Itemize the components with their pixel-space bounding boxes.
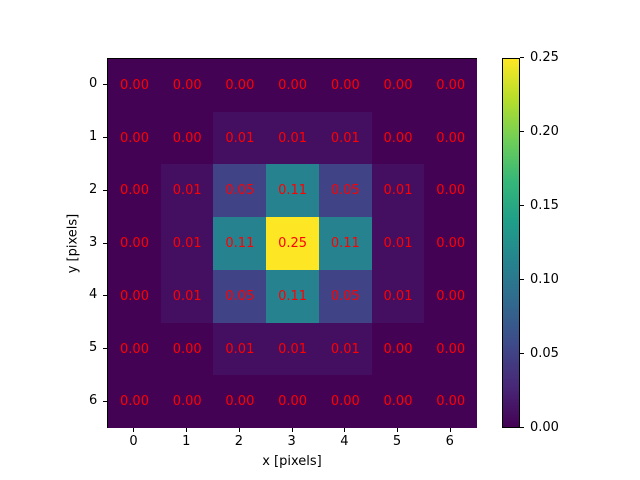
x-tick-label: 3 [287, 434, 296, 449]
heatmap-cell: 0.11 [318, 217, 372, 271]
x-tick-mark [133, 428, 135, 432]
heatmap-cell: 0.00 [108, 322, 161, 376]
colorbar-tick-label: 0.10 [530, 272, 559, 287]
x-tick-label: 5 [392, 434, 402, 449]
heatmap-cell: 0.00 [108, 375, 161, 429]
heatmap-cell: 0.25 [266, 217, 320, 271]
y-axis-label: y [pixels] [65, 213, 81, 274]
colorbar-tick-mark [520, 205, 524, 206]
colorbar-tick-label: 0.05 [530, 346, 559, 361]
heatmap-cell: 0.00 [424, 322, 478, 376]
heatmap-cell: 0.00 [318, 375, 372, 429]
heatmap-cell: 0.00 [160, 375, 214, 429]
heatmap-cell: 0.00 [371, 59, 425, 112]
x-tick-mark [396, 428, 398, 432]
heatmap-cell: 0.00 [371, 322, 425, 376]
heatmap-cell: 0.00 [318, 59, 372, 112]
colorbar-tick-mark [520, 57, 524, 58]
y-tick-label: 1 [89, 129, 98, 145]
heatmap-cell: 0.01 [318, 322, 372, 376]
colorbar [502, 58, 520, 428]
x-tick-label: 4 [340, 434, 349, 449]
heatmap-cell: 0.00 [108, 164, 161, 218]
x-tick-label: 0 [129, 434, 138, 449]
heatmap-cell: 0.00 [266, 375, 320, 429]
y-tick-mark [103, 189, 107, 191]
heatmap-cell: 0.05 [318, 164, 372, 218]
heatmap-cell: 0.00 [424, 269, 478, 323]
heatmap-cell: 0.00 [108, 111, 161, 165]
heatmap-cell: 0.00 [424, 217, 478, 271]
x-tick-mark [449, 428, 451, 432]
heatmap-cell: 0.01 [213, 322, 267, 376]
heatmap-cell: 0.05 [318, 269, 372, 323]
heatmap-cell: 0.01 [318, 111, 372, 165]
y-tick-mark [103, 242, 107, 244]
colorbar-tick-mark [520, 279, 524, 280]
heatmap-cell: 0.00 [160, 111, 214, 165]
heatmap-cell: 0.11 [266, 164, 320, 218]
heatmap-cell: 0.00 [424, 375, 478, 429]
x-tick-mark [344, 428, 346, 432]
y-tick-label: 6 [89, 392, 98, 408]
heatmap-cell: 0.01 [371, 217, 425, 271]
heatmap-cell: 0.01 [213, 111, 267, 165]
colorbar-tick-mark [520, 427, 524, 428]
x-tick-mark [291, 428, 293, 432]
heatmap-cell: 0.00 [213, 375, 267, 429]
heatmap-cell: 0.00 [160, 322, 214, 376]
heatmap-cell: 0.00 [424, 59, 478, 112]
y-tick-label: 0 [89, 76, 98, 92]
y-tick-mark [103, 347, 107, 349]
heatmap-cell: 0.00 [371, 111, 425, 165]
heatmap-cell: 0.00 [371, 375, 425, 429]
heatmap-cell: 0.00 [160, 59, 214, 112]
x-axis-label: x [pixels] [262, 454, 322, 469]
heatmap-cell: 0.01 [160, 217, 214, 271]
heatmap-cell: 0.00 [266, 59, 320, 112]
heatmap-cell: 0.01 [160, 164, 214, 218]
heatmap-cell: 0.05 [213, 164, 267, 218]
x-tick-label: 1 [182, 434, 191, 449]
y-tick-mark [103, 84, 107, 86]
heatmap-cell: 0.00 [213, 59, 267, 112]
heatmap-cell: 0.11 [266, 269, 320, 323]
colorbar-tick-label: 0.25 [530, 50, 559, 65]
x-tick-label: 6 [445, 434, 454, 449]
y-tick-label: 2 [89, 181, 98, 197]
y-tick-mark [103, 137, 107, 139]
heatmap-cell: 0.00 [424, 111, 478, 165]
heatmap-cell: 0.00 [108, 217, 161, 271]
heatmap-cell: 0.05 [213, 269, 267, 323]
colorbar-tick-label: 0.20 [530, 124, 559, 139]
heatmap-cell: 0.00 [424, 164, 478, 218]
heatmap-cell: 0.00 [108, 59, 161, 112]
heatmap-cell: 0.01 [371, 269, 425, 323]
colorbar-tick-label: 0.15 [530, 198, 559, 213]
heatmap-cell: 0.00 [108, 269, 161, 323]
colorbar-tick-mark [520, 353, 524, 354]
y-tick-label: 4 [89, 287, 98, 303]
y-tick-label: 5 [89, 339, 98, 355]
y-tick-label: 3 [89, 234, 98, 250]
heatmap-cell: 0.01 [371, 164, 425, 218]
heatmap-cell: 0.01 [266, 111, 320, 165]
heatmap-cell: 0.11 [213, 217, 267, 271]
heatmap-cell: 0.01 [266, 322, 320, 376]
heatmap-plot-area: 0.00 0.00 0.00 0.00 0.00 0.00 0.00 0.00 0.00 0.01… [107, 58, 478, 429]
heatmap-cell: 0.01 [160, 269, 214, 323]
colorbar-tick-label: 0.00 [530, 420, 559, 435]
colorbar-tick-mark [520, 131, 524, 132]
y-tick-mark [103, 295, 107, 297]
y-tick-mark [103, 400, 107, 402]
x-tick-mark [186, 428, 188, 432]
x-tick-mark [238, 428, 240, 432]
x-tick-label: 2 [234, 434, 244, 449]
